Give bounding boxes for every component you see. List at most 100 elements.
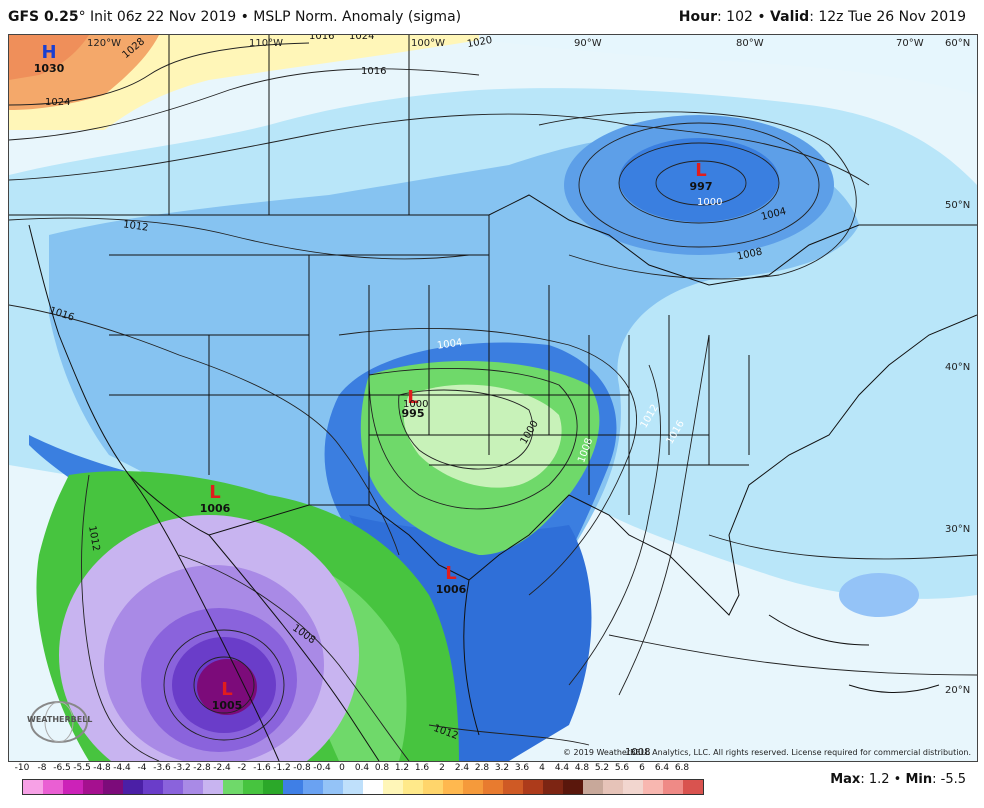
scale-cell — [263, 780, 283, 794]
scale-tick-label: 2.4 — [454, 763, 470, 773]
weatherbell-logo: WEATHERBELL — [27, 699, 93, 745]
max-value: : 1.2 • — [860, 772, 906, 787]
isobar-label: 1016 — [309, 34, 335, 42]
scale-tick-label: 6.4 — [654, 763, 670, 773]
lon-label: 120°W — [87, 38, 121, 49]
isobar-label: 1016 — [361, 66, 387, 77]
scale-tick-label: -10 — [14, 763, 30, 773]
scale-cell — [123, 780, 143, 794]
scale-tick-label: 3.2 — [494, 763, 510, 773]
scale-cell — [143, 780, 163, 794]
header-right: Hour: 102 • Valid: 12z Tue 26 Nov 2019 — [679, 9, 966, 25]
init-time: Init 06z 22 Nov 2019 — [85, 9, 237, 25]
low-pressure-center: L 1006 — [431, 563, 471, 597]
hour-label: Hour — [678, 9, 717, 25]
hour-value: : 102 • — [717, 9, 771, 25]
scale-tick-label: 4.8 — [574, 763, 590, 773]
scale-cell — [83, 780, 103, 794]
scale-cell — [463, 780, 483, 794]
copyright-notice: © 2019 WeatherBELL Analytics, LLC. All r… — [563, 748, 971, 757]
scale-cell — [243, 780, 263, 794]
scale-cell — [383, 780, 403, 794]
scale-tick-label: 0.8 — [374, 763, 390, 773]
scale-tick-label: 5.2 — [594, 763, 610, 773]
lon-label: 90°W — [574, 38, 602, 49]
header-left: GFS 0.25° Init 06z 22 Nov 2019 • MSLP No… — [8, 9, 461, 25]
max-min-readout: Max: 1.2 • Min: -5.5 — [830, 772, 966, 787]
pressure-value: 995 — [401, 407, 425, 420]
scale-cell — [663, 780, 683, 794]
pressure-value: 1006 — [435, 583, 467, 596]
scale-tick-label: -2.8 — [193, 763, 211, 773]
pressure-value: 1005 — [211, 699, 243, 712]
scale-cell — [563, 780, 583, 794]
isobar-label: 1000 — [403, 399, 429, 410]
isobars — [9, 42, 977, 761]
scale-cell — [63, 780, 83, 794]
lat-label: 50°N — [945, 200, 971, 211]
scale-cell — [583, 780, 603, 794]
scale-tick-label: 2.8 — [474, 763, 490, 773]
scale-tick-label: 3.6 — [514, 763, 530, 773]
scale-tick-label: -1.2 — [273, 763, 291, 773]
anomaly-map: 120°W 110°W 100°W 90°W 80°W 70°W 60°N 50… — [8, 34, 978, 762]
scale-cell — [603, 780, 623, 794]
min-value: : -5.5 — [932, 772, 966, 787]
scale-tick-label: -1.6 — [253, 763, 271, 773]
isobar-label: 1008 — [625, 747, 651, 758]
logo-text: WEATHERBELL — [27, 715, 93, 724]
scale-tick-label: 4 — [539, 763, 545, 773]
scale-tick-label: 5.6 — [614, 763, 630, 773]
scale-cell — [203, 780, 223, 794]
scale-cell — [483, 780, 503, 794]
scale-tick-label: -4 — [137, 763, 147, 773]
isobar-label: 1000 — [697, 197, 723, 208]
scale-tick-label: -2.4 — [213, 763, 231, 773]
low-pressure-center: L 1005 — [207, 679, 247, 713]
max-label: Max — [830, 772, 861, 787]
color-scale: -10 -8 -6.5 -5.5 -4.8 -4.4 -4 -3.6 -3.2 -2.8 -2.4-… — [14, 763, 704, 803]
scale-tick-label: 1.2 — [394, 763, 410, 773]
scale-tick-label: -5.5 — [73, 763, 91, 773]
header: GFS 0.25° Init 06z 22 Nov 2019 • MSLP No… — [0, 0, 984, 34]
lon-label: 110°W — [249, 38, 283, 49]
low-pressure-center: L 997 — [681, 160, 721, 194]
lat-label: 40°N — [945, 362, 971, 373]
lat-label: 30°N — [945, 524, 971, 535]
high-pressure-center: H 1030 — [29, 44, 69, 76]
pressure-value: 997 — [689, 180, 713, 193]
low-letter: L — [221, 679, 233, 700]
scale-tick-label: -3.6 — [153, 763, 171, 773]
scale-tick-label: 6.8 — [674, 763, 690, 773]
scale-cell — [103, 780, 123, 794]
map-canvas — [9, 35, 977, 761]
scale-ticks: -10 -8 -6.5 -5.5 -4.8 -4.4 -4 -3.6 -3.2 -2.8 -2.4-… — [14, 763, 704, 777]
scale-tick-label: -4.4 — [113, 763, 131, 773]
scale-cell — [183, 780, 203, 794]
scale-cell — [443, 780, 463, 794]
scale-tick-label: -0.8 — [293, 763, 311, 773]
scale-tick-label: 6 — [639, 763, 645, 773]
low-pressure-center: L 1006 — [195, 484, 235, 516]
scale-bar — [22, 779, 704, 795]
scale-tick-label: -4.8 — [93, 763, 111, 773]
degree-symbol: ° — [78, 9, 86, 25]
scale-tick-label: 0 — [339, 763, 345, 773]
scale-cell — [223, 780, 243, 794]
isobar-label: 1024 — [349, 34, 375, 42]
scale-tick-label: -8 — [37, 763, 47, 773]
low-letter: L — [407, 387, 419, 408]
scale-tick-label: -3.2 — [173, 763, 191, 773]
scale-cell — [323, 780, 343, 794]
low-letter: L — [695, 160, 707, 181]
lon-label: 80°W — [736, 38, 764, 49]
scale-tick-label: 0.4 — [354, 763, 370, 773]
isobar-label: 1024 — [45, 97, 71, 108]
scale-tick-label: 1.6 — [414, 763, 430, 773]
scale-tick-label: -2 — [237, 763, 247, 773]
lat-label: 60°N — [945, 38, 971, 49]
low-letter: L — [445, 563, 457, 584]
scale-cell — [423, 780, 443, 794]
scale-tick-label: -0.4 — [313, 763, 331, 773]
model-name: GFS 0.25 — [8, 9, 79, 25]
